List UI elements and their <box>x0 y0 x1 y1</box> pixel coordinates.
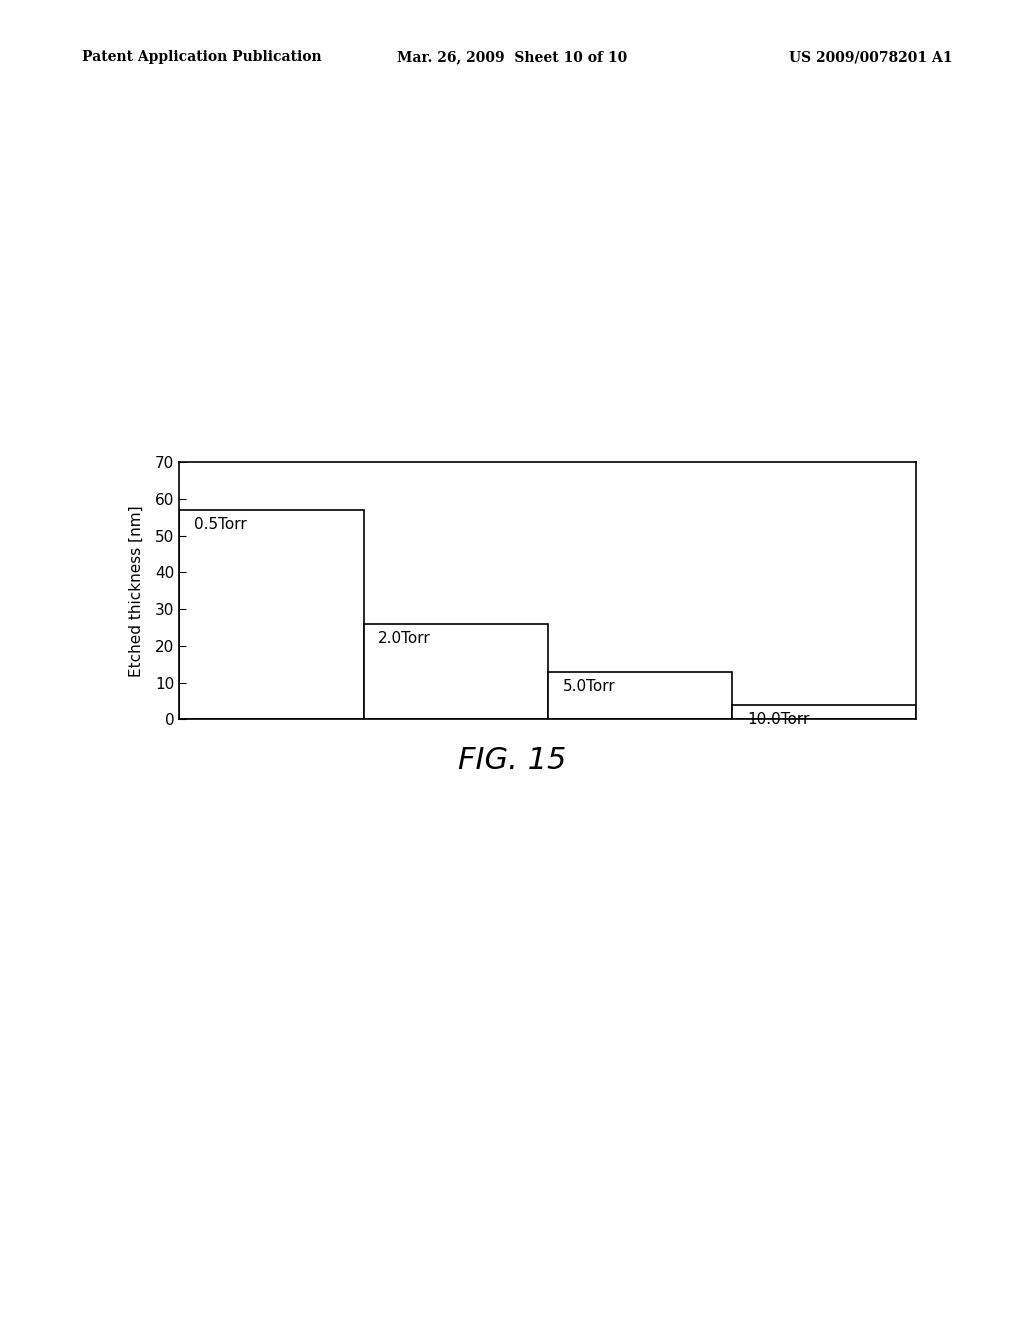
Bar <box>179 510 364 719</box>
Text: US 2009/0078201 A1: US 2009/0078201 A1 <box>788 50 952 65</box>
Text: FIG. 15: FIG. 15 <box>458 746 566 775</box>
Text: 10.0Torr: 10.0Torr <box>746 711 809 727</box>
Text: Patent Application Publication: Patent Application Publication <box>82 50 322 65</box>
Bar <box>548 672 732 719</box>
Text: Mar. 26, 2009  Sheet 10 of 10: Mar. 26, 2009 Sheet 10 of 10 <box>397 50 627 65</box>
Text: 2.0Torr: 2.0Torr <box>378 631 431 647</box>
Bar <box>364 624 548 719</box>
Text: 0.5Torr: 0.5Torr <box>194 517 247 532</box>
Y-axis label: Etched thickness [nm]: Etched thickness [nm] <box>129 504 143 677</box>
Bar <box>732 705 916 719</box>
Text: 5.0Torr: 5.0Torr <box>562 678 615 694</box>
